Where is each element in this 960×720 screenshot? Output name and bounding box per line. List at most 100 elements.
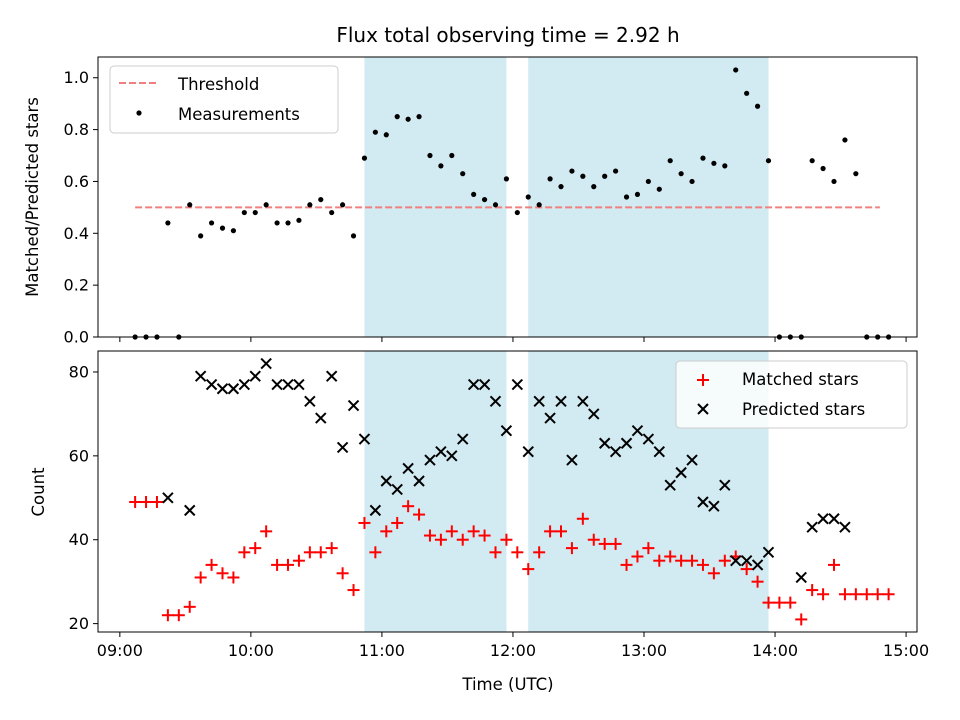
x-tick-label: 15:00 <box>883 641 929 660</box>
top-legend-box <box>109 65 339 134</box>
predicted-star-point <box>577 395 589 408</box>
matched-star-point <box>314 546 327 559</box>
predicted-star-point <box>828 513 840 525</box>
matched-stars-series <box>129 495 895 626</box>
matched-star-point <box>358 516 371 529</box>
predicted-star-point <box>544 412 556 424</box>
matched-star-point <box>631 550 644 563</box>
matched-star-point <box>795 613 808 626</box>
matched-star-point <box>849 588 862 601</box>
predicted-star-point <box>588 408 600 420</box>
matched-star-point <box>598 537 611 550</box>
matched-star-point <box>806 584 819 597</box>
predicted-star-point <box>478 378 491 391</box>
predicted-star-point <box>260 357 272 370</box>
y-tick-label: 60 <box>69 446 89 465</box>
measurement-point <box>318 196 324 203</box>
measurement-point <box>700 155 706 161</box>
measurement-point <box>438 163 444 169</box>
matched-star-point <box>675 554 688 567</box>
predicted-star-point <box>762 546 775 559</box>
matched-star-point <box>260 525 273 538</box>
matched-star-point <box>544 525 557 538</box>
predicted-star-point <box>598 437 611 449</box>
matched-star-point <box>172 609 185 622</box>
predicted-star-point <box>325 370 338 382</box>
matched-star-point <box>740 563 753 576</box>
matched-star-point <box>380 525 393 538</box>
predicted-star-point <box>740 554 753 567</box>
top-highlight-intervals <box>364 57 769 337</box>
measurement-point <box>831 178 837 185</box>
predicted-star-point <box>271 378 283 391</box>
top-panel: 0.0 0.2 0.4 0.6 0.8 1.0 Matched/Predicted sta… <box>23 56 918 347</box>
measurement-point <box>656 186 662 192</box>
matched-star-point <box>434 533 447 546</box>
matched-star-point <box>620 558 633 571</box>
legend-matched-label: Matched stars <box>742 370 859 389</box>
predicted-star-point <box>467 378 480 391</box>
predicted-star-point <box>336 441 349 454</box>
matched-star-point <box>686 554 699 567</box>
measurement-point <box>514 209 520 216</box>
predicted-star-point <box>347 399 360 412</box>
matched-star-point <box>533 546 546 559</box>
matched-star-point <box>282 558 295 571</box>
y-tick-label: 80 <box>69 362 89 381</box>
measurement-point <box>580 173 586 179</box>
matched-star-point <box>391 516 404 529</box>
measurement-point <box>591 184 597 190</box>
measurement-point <box>809 158 815 164</box>
y-tick-label: 0.2 <box>64 276 89 295</box>
matched-star-point <box>205 558 218 571</box>
predicted-star-point <box>806 521 818 533</box>
matched-star-point <box>413 508 426 521</box>
predicted-star-point <box>620 437 633 449</box>
matched-star-point <box>565 542 578 555</box>
predicted-star-point <box>500 424 513 437</box>
measurement-point <box>416 114 422 120</box>
measurement-point <box>394 114 400 120</box>
matched-star-point <box>696 558 709 571</box>
measurement-point <box>634 191 641 198</box>
matched-star-point <box>762 596 775 609</box>
predicted-star-point <box>675 466 687 479</box>
matched-star-point <box>456 533 469 546</box>
predicted-stars-series <box>162 357 851 584</box>
measurement-point <box>219 225 226 231</box>
matched-star-point <box>489 546 502 559</box>
matched-star-point <box>500 533 513 546</box>
predicted-star-point <box>358 433 371 445</box>
matched-star-point <box>522 563 535 576</box>
matched-star-point <box>587 533 600 546</box>
predicted-star-point <box>227 383 240 395</box>
measurement-point <box>208 220 215 226</box>
legend-predicted-label: Predicted stars <box>742 400 865 419</box>
predicted-star-point <box>839 521 851 533</box>
matched-star-point <box>718 554 731 567</box>
predicted-star-point <box>304 395 316 408</box>
legend-threshold-label: Threshold <box>177 75 259 94</box>
x-tick-label: 09:00 <box>97 641 143 660</box>
predicted-star-point <box>642 433 655 445</box>
measurement-point <box>165 220 171 226</box>
measurement-point <box>187 202 193 208</box>
matched-star-point <box>784 596 797 609</box>
predicted-star-point <box>184 504 196 517</box>
matched-star-point <box>423 529 436 542</box>
measurement-point <box>853 171 859 177</box>
measurement-point <box>340 202 346 208</box>
matched-star-point <box>773 596 786 609</box>
predicted-star-point <box>533 395 545 408</box>
highlight-interval-1 <box>364 57 507 337</box>
matched-star-point <box>707 567 720 580</box>
x-tick-label: 12:00 <box>490 641 536 660</box>
predicted-star-point <box>708 500 720 512</box>
matched-star-point <box>325 542 338 555</box>
top-y-ticks: 0.0 0.2 0.4 0.6 0.8 1.0 <box>64 68 98 347</box>
predicted-star-point <box>795 571 807 584</box>
measurement-point <box>820 165 826 172</box>
x-tick-label: 13:00 <box>621 641 667 660</box>
measurement-point <box>372 129 378 135</box>
